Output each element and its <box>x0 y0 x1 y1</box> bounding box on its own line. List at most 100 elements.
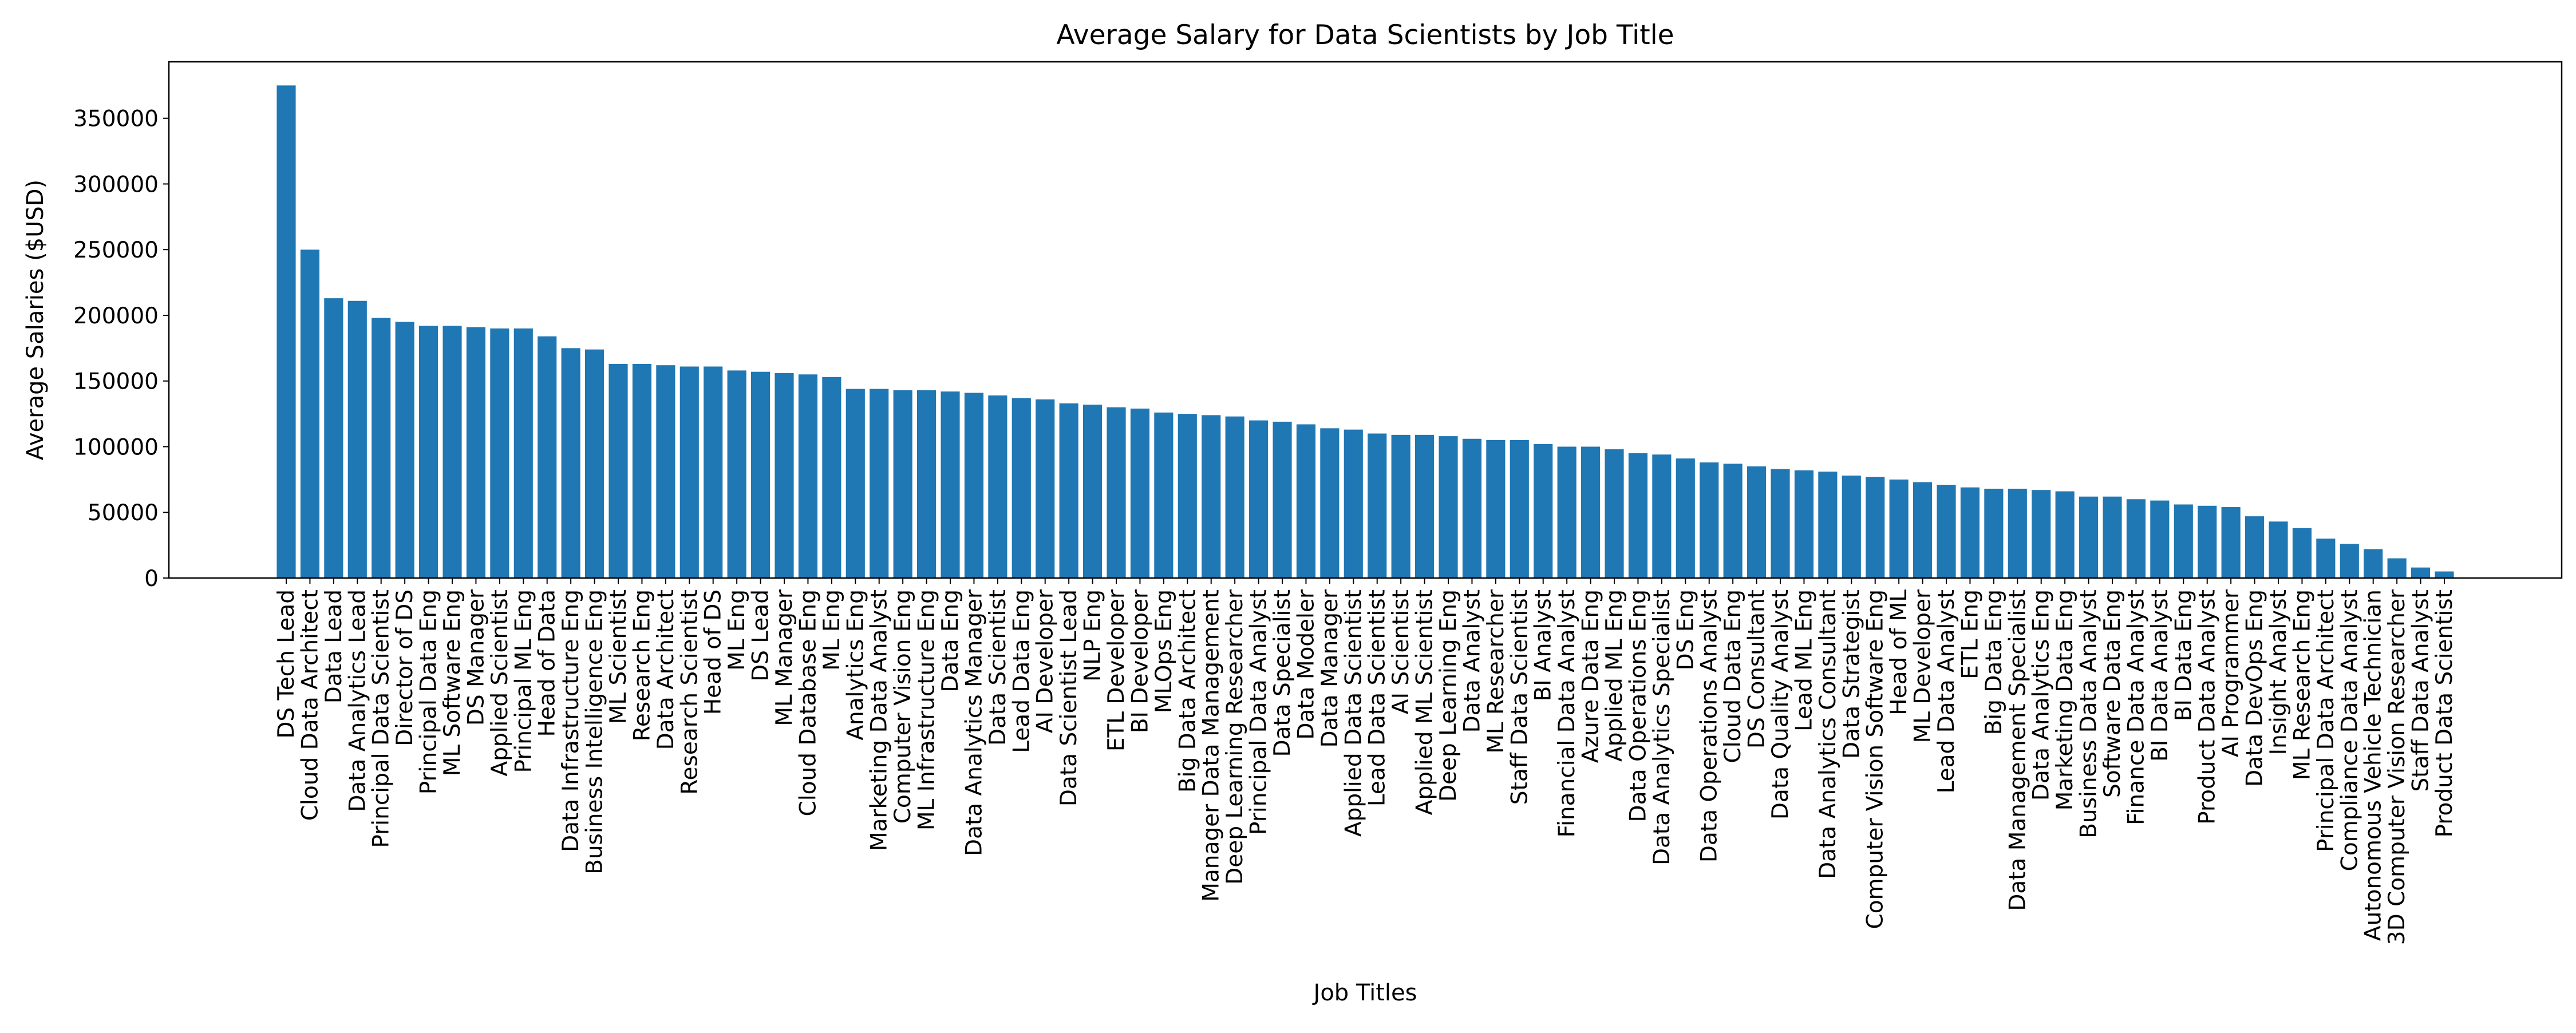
x-tick-label: Lead Data Analyst <box>1934 589 1959 793</box>
bar <box>2411 567 2431 578</box>
bar <box>1178 414 1197 578</box>
x-tick-label: Staff Data Analyst <box>2408 589 2434 792</box>
x-tick-label: Principal Data Analyst <box>1246 589 1272 835</box>
x-tick-label: NLP Eng <box>1080 589 1106 682</box>
bar <box>1818 472 1838 578</box>
bar <box>1557 446 1577 578</box>
x-tick-label: Business Data Analyst <box>2076 589 2102 838</box>
x-tick-label: Data Architect <box>653 589 679 750</box>
x-tick-label: ML Developer <box>1910 589 1936 743</box>
bar <box>870 389 889 578</box>
bar <box>395 322 414 578</box>
bar <box>2150 500 2170 578</box>
x-tick-label: Deep Learning Researcher <box>1222 589 1248 885</box>
x-tick-label: Financial Data Analyst <box>1554 589 1580 838</box>
bar <box>1320 428 1340 578</box>
bar <box>727 370 746 578</box>
bar <box>679 366 699 578</box>
x-tick-label: Data Analytics Lead <box>345 589 370 812</box>
x-tick-label: Analytics Eng <box>843 589 868 741</box>
x-tick-label: Deep Learning Eng <box>1436 589 1461 802</box>
bar <box>751 371 771 578</box>
bar <box>2316 539 2336 578</box>
bar <box>1154 412 1174 578</box>
x-tick-label: Lead ML Eng <box>1791 589 1817 731</box>
bar <box>1462 438 1481 578</box>
bar <box>2174 504 2193 578</box>
x-tick-label: Data Modeler <box>1293 589 1319 740</box>
bar <box>1984 488 2004 578</box>
bar <box>964 393 983 578</box>
x-tick-label: 3D Computer Vision Researcher <box>2384 589 2410 945</box>
bar <box>1012 398 1031 578</box>
x-tick-label: Manager Data Management <box>1199 589 1224 902</box>
y-axis-label: Average Salaries ($USD) <box>22 180 49 460</box>
x-tick-label: Staff Data Scientist <box>1507 589 1532 805</box>
x-tick-label: Computer Vision Software Eng <box>1863 589 1888 929</box>
bar <box>2292 528 2312 578</box>
bar <box>1368 433 1387 578</box>
x-tick-label: Data Analytics Specialist <box>1649 589 1675 865</box>
bar <box>1510 440 1529 578</box>
bar <box>1747 466 1767 578</box>
y-tick-label: 200000 <box>73 303 159 329</box>
x-tick-label: Data DevOps Eng <box>2242 589 2268 787</box>
y-tick-label: 150000 <box>73 369 159 395</box>
bar <box>1273 421 1292 578</box>
x-tick-label: AI Scientist <box>1388 589 1414 714</box>
bar <box>632 363 651 578</box>
x-tick-label: Insight Analyst <box>2266 589 2291 755</box>
x-tick-label: Marketing Data Eng <box>2052 589 2078 810</box>
bar <box>1676 458 1695 578</box>
bar <box>798 374 817 578</box>
bar <box>2198 505 2217 578</box>
bar <box>490 328 509 578</box>
bar <box>704 366 723 578</box>
bar <box>1700 462 1719 578</box>
x-tick-label: Product Data Analyst <box>2195 589 2221 825</box>
bar <box>1723 464 1743 578</box>
x-tick-label: MLOps Eng <box>1151 589 1177 713</box>
x-tick-label: ETL Eng <box>1957 589 1983 679</box>
x-tick-label: Principal Data Architect <box>2313 589 2339 852</box>
x-axis-label: Job Titles <box>1312 980 1417 1006</box>
x-tick-label: ML Research Eng <box>2289 589 2315 780</box>
x-tick-label: AI Developer <box>1033 589 1058 733</box>
bar <box>1534 444 1553 578</box>
bar <box>1960 487 1980 578</box>
x-tick-label: Product Data Scientist <box>2432 589 2458 837</box>
x-tick-label: Big Data Eng <box>1981 589 2007 735</box>
bar <box>1866 477 1885 578</box>
bar <box>2269 521 2288 578</box>
x-tick-label: ML Infrastructure Eng <box>914 589 940 830</box>
bar <box>2340 544 2359 578</box>
bar <box>1913 482 1933 578</box>
x-tick-label: DS Consultant <box>1744 589 1770 749</box>
x-tick-label: Head of ML <box>1886 589 1912 715</box>
bar <box>1202 415 1221 578</box>
x-tick-label: BI Data Analyst <box>2147 589 2173 762</box>
bar <box>1439 436 1458 578</box>
x-tick-label: Cloud Data Architect <box>297 589 323 821</box>
bar <box>656 365 675 578</box>
bar <box>609 363 628 578</box>
x-tick-label: Data Quality Analyst <box>1768 589 1793 820</box>
x-tick-label: Applied ML Eng <box>1602 589 1627 762</box>
x-tick-label: Software Data Eng <box>2100 589 2125 798</box>
x-tick-label: Data Specialist <box>1270 589 1295 757</box>
y-tick-label: 0 <box>144 566 159 592</box>
x-tick-label: Big Data Architect <box>1175 589 1200 793</box>
bar <box>1059 403 1078 578</box>
bar <box>2387 558 2407 578</box>
bar <box>1225 416 1244 578</box>
bar <box>2055 491 2075 578</box>
chart-title: Average Salary for Data Scientists by Jo… <box>1056 19 1674 51</box>
x-tick-label: ML Manager <box>772 589 797 726</box>
bar <box>561 348 580 578</box>
bar <box>419 326 438 578</box>
x-tick-label: Data Scientist Lead <box>1056 589 1082 806</box>
x-tick-label: Cloud Database Eng <box>795 589 821 816</box>
bar <box>2221 507 2241 578</box>
bar <box>1344 429 1363 578</box>
